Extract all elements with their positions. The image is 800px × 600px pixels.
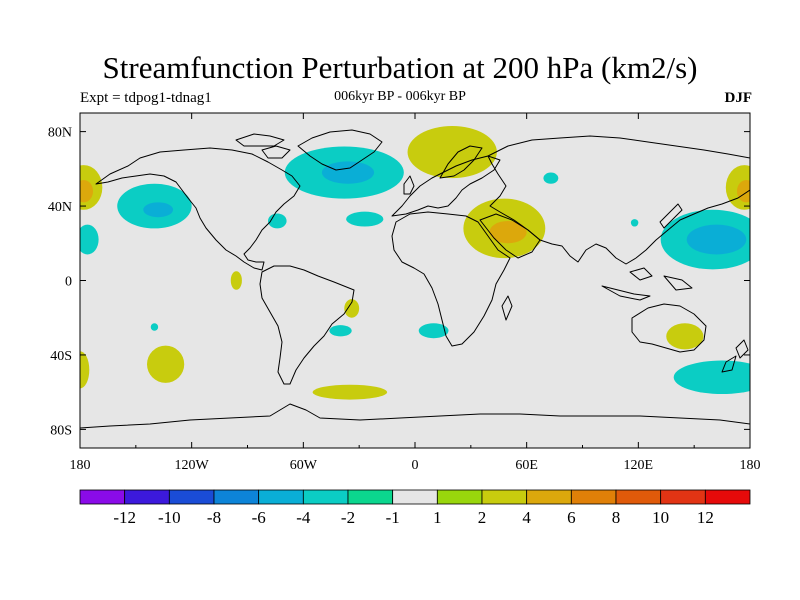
colorbar-label: 8 — [612, 508, 621, 527]
anomaly-18 — [230, 271, 242, 290]
colorbar-swatch — [660, 489, 706, 505]
colorbar — [79, 489, 751, 505]
colorbar-label: -10 — [158, 508, 181, 527]
colorbar-swatch — [347, 489, 394, 505]
anomaly-27 — [80, 351, 90, 389]
y-tick-label: 0 — [65, 275, 72, 290]
coast-madagascar — [501, 295, 513, 321]
colorbar-label: -1 — [386, 508, 400, 527]
colorbar-swatch — [570, 489, 617, 505]
x-tick-label: 60E — [515, 458, 538, 473]
anomaly-19 — [344, 299, 360, 318]
colorbar-swatch — [481, 489, 528, 505]
plot-title: Streamfunction Perturbation at 200 hPa (… — [102, 50, 698, 85]
anomaly-12 — [346, 211, 384, 227]
anomaly-2 — [321, 161, 375, 184]
anomaly-5 — [143, 202, 174, 218]
anomaly-layer — [80, 126, 750, 400]
colorbar-label: 4 — [522, 508, 531, 527]
anomaly-20 — [329, 325, 352, 337]
anomaly-11 — [489, 220, 527, 244]
coast-africa — [391, 211, 511, 347]
x-tick-label: 60W — [290, 458, 318, 473]
anomaly-26 — [673, 360, 750, 395]
x-tick-label: 120W — [175, 458, 210, 473]
anomaly-22 — [150, 323, 159, 331]
coast-arctic-islands — [235, 133, 291, 159]
anomaly-24 — [418, 323, 449, 339]
anomaly-17 — [80, 224, 99, 255]
x-tick-label: 120E — [624, 458, 654, 473]
colorbar-label: 2 — [478, 508, 487, 527]
map-background — [80, 113, 750, 448]
x-axis-labels: 180 120W 60W 0 60E 120E 180 — [70, 458, 761, 473]
coast-new-zealand — [721, 339, 749, 373]
colorbar-label: 10 — [652, 508, 669, 527]
y-tick-label: 80N — [48, 126, 72, 141]
y-tick-label: 40S — [50, 349, 72, 364]
colorbar-label: -2 — [341, 508, 355, 527]
anomaly-14 — [543, 172, 559, 184]
coast-australia — [631, 303, 707, 353]
x-tick-label: 180 — [70, 458, 91, 473]
y-axis-labels: 80S 40S 0 40N 80N — [48, 126, 72, 439]
axis-ticks — [79, 113, 751, 448]
colorbar-label: 6 — [567, 508, 576, 527]
coast-south-america — [259, 265, 355, 385]
colorbar-swatch — [213, 489, 260, 505]
anomaly-3 — [407, 126, 497, 179]
coast-japan — [659, 203, 683, 229]
season-label: DJF — [724, 90, 753, 106]
colorbar-swatch — [704, 489, 751, 505]
anomaly-25 — [666, 323, 704, 350]
time-period-label: 006kyr BP - 006kyr BP — [334, 89, 466, 104]
colorbar-swatch — [436, 489, 483, 505]
colorbar-swatch — [392, 489, 438, 505]
coast-greenland — [297, 129, 383, 171]
colorbar-label: 1 — [433, 508, 442, 527]
anomaly-7 — [80, 180, 94, 203]
coast-antarctica — [80, 403, 750, 429]
colorbar-labels: -12 -10 -8 -6 -4 -2 -1 1 2 4 6 8 10 12 — [113, 508, 714, 527]
coast-europe — [391, 155, 501, 217]
x-tick-label: 180 — [740, 458, 761, 473]
x-tick-label: 0 — [412, 458, 419, 473]
y-tick-label: 40N — [48, 200, 72, 215]
coast-north-america — [95, 147, 301, 271]
anomaly-16 — [736, 180, 750, 203]
colorbar-label: -8 — [207, 508, 221, 527]
colorbar-swatch — [302, 489, 349, 505]
anomaly-23 — [312, 384, 388, 400]
coastlines — [80, 129, 750, 429]
anomaly-28 — [630, 219, 639, 227]
anomaly-21 — [147, 345, 185, 383]
colorbar-label: -6 — [252, 508, 266, 527]
colorbar-label: -12 — [113, 508, 136, 527]
coast-british-isles — [403, 175, 415, 195]
coast-scandinavia — [439, 145, 483, 179]
coast-asia — [487, 135, 750, 265]
colorbar-swatch — [79, 489, 126, 505]
colorbar-label: -4 — [296, 508, 311, 527]
experiment-label: Expt = tdpog1-tdnag1 — [80, 90, 212, 106]
anomaly-9 — [686, 224, 747, 255]
coast-arabia — [479, 213, 541, 259]
y-tick-label: 80S — [50, 423, 72, 438]
colorbar-swatch — [258, 489, 304, 505]
colorbar-swatch — [526, 489, 572, 505]
coast-indonesia — [601, 267, 693, 301]
colorbar-swatch — [168, 489, 215, 505]
colorbar-swatch — [615, 489, 662, 505]
colorbar-label: 12 — [697, 508, 714, 527]
colorbar-swatch — [124, 489, 170, 505]
